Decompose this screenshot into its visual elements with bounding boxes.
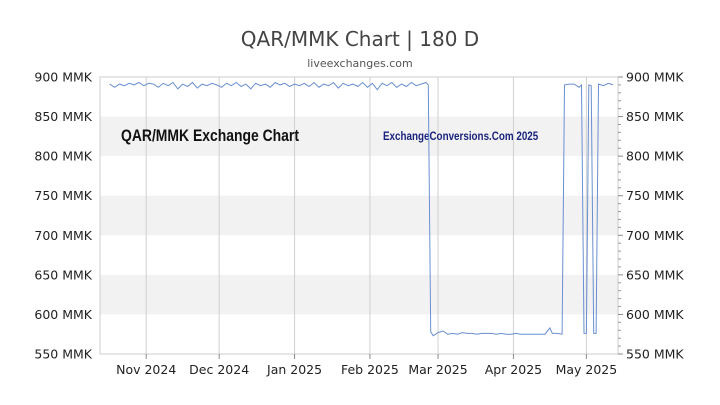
y-tick-label-right: 650 MMK xyxy=(626,267,684,282)
band xyxy=(100,235,618,275)
x-tick-label: Mar 2025 xyxy=(408,362,467,377)
x-axis: Nov 2024 Dec 2024 Jan 2025 Feb 2025 Mar 2025… xyxy=(116,354,617,377)
y-tick-label-left: 550 MMK xyxy=(34,347,92,362)
x-tick-label: Nov 2024 xyxy=(116,362,176,377)
x-tick-label: Jan 2025 xyxy=(266,362,322,377)
chart-title: QAR/MMK Chart | 180 D xyxy=(241,27,479,51)
band xyxy=(100,116,618,157)
band xyxy=(100,77,618,117)
y-tick-label-left: 700 MMK xyxy=(34,228,92,243)
y-tick-label-left: 800 MMK xyxy=(34,149,92,164)
y-tick-label-left: 750 MMK xyxy=(34,188,92,203)
background-bands xyxy=(100,77,618,354)
y-tick-label-left: 850 MMK xyxy=(34,109,92,124)
band xyxy=(100,274,618,315)
y-tick-label-left: 600 MMK xyxy=(34,307,92,322)
band xyxy=(100,156,618,196)
y-tick-label-right: 800 MMK xyxy=(626,149,684,164)
y-axis-right: 900 MMK 850 MMK 800 MMK 750 MMK 700 MMK 650 M… xyxy=(618,70,684,362)
y-tick-label-right: 900 MMK xyxy=(626,70,684,85)
watermark-right: ExchangeConversions.Com 2025 xyxy=(383,130,538,143)
series-line xyxy=(109,81,614,337)
y-axis-left: 900 MMK 850 MMK 800 MMK 750 MMK 700 MMK 650 M… xyxy=(34,70,92,362)
y-tick-label-left: 650 MMK xyxy=(34,267,92,282)
y-tick-label-left: 900 MMK xyxy=(34,70,92,85)
y-tick-label-right: 600 MMK xyxy=(626,307,684,322)
y-tick-label-right: 700 MMK xyxy=(626,228,684,243)
y-tick-label-right: 550 MMK xyxy=(626,347,684,362)
chart-subtitle: liveexchanges.com xyxy=(307,57,412,70)
y-tick-label-right: 750 MMK xyxy=(626,188,684,203)
y-tick-label-right: 850 MMK xyxy=(626,109,684,124)
x-tick-label: May 2025 xyxy=(556,362,618,377)
plot-frame xyxy=(99,76,619,355)
x-tick-label: Apr 2025 xyxy=(485,362,542,377)
band xyxy=(100,195,618,236)
x-tick-label: Dec 2024 xyxy=(189,362,249,377)
x-tick-label: Feb 2025 xyxy=(341,362,399,377)
watermark-left: QAR/MMK Exchange Chart xyxy=(121,127,299,146)
